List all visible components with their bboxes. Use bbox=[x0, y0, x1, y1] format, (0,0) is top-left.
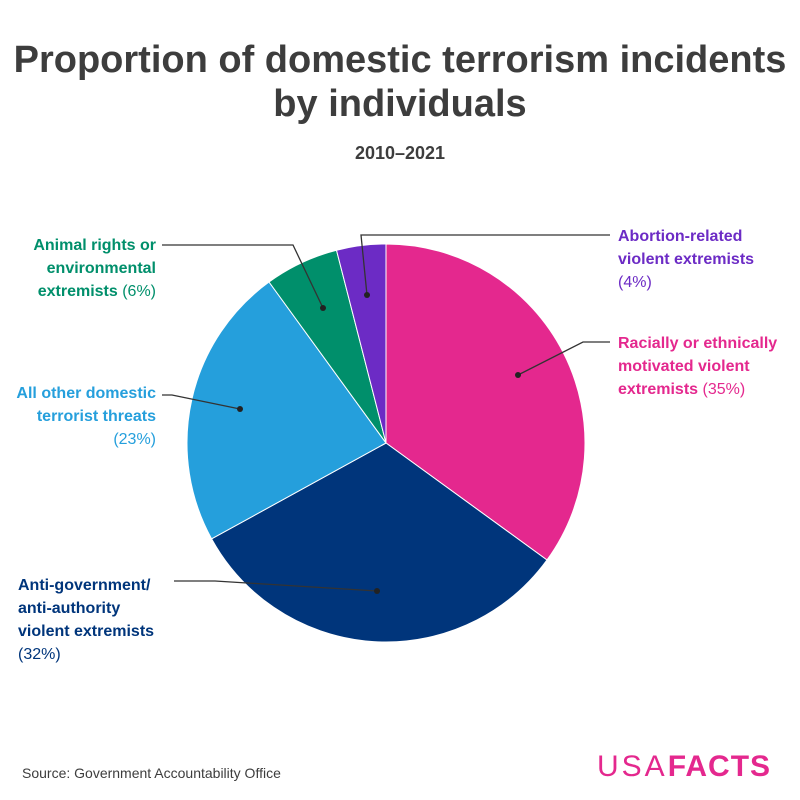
chart-title: Proportion of domestic terrorism inciden… bbox=[13, 39, 787, 125]
pie-slice bbox=[210, 442, 548, 643]
label-all-other: All other domestic terrorist threats (23%… bbox=[16, 385, 156, 448]
label-abortion: Abortion-related violent extremists (4%) bbox=[618, 228, 755, 291]
leader-dot bbox=[320, 305, 326, 311]
leader-line bbox=[360, 234, 610, 296]
leader-line bbox=[162, 244, 324, 309]
chart-subtitle: 2010–2021 bbox=[354, 143, 446, 163]
pie-slice bbox=[335, 243, 387, 444]
leader-dot bbox=[374, 588, 380, 594]
label-racially: Racially or ethnically motivated violent… bbox=[618, 335, 778, 398]
leader-dot bbox=[364, 292, 370, 298]
leader-line bbox=[162, 394, 241, 410]
label-animal-rights: Animal rights or environmental extremist… bbox=[33, 237, 156, 300]
leader-line bbox=[174, 580, 378, 592]
label-anti-government: Anti-government/ anti-authority violent … bbox=[18, 577, 155, 663]
leader-line bbox=[517, 341, 610, 376]
usafacts-logo: USAFACTS bbox=[597, 750, 772, 783]
leader-dot bbox=[237, 406, 243, 412]
leader-dot bbox=[515, 372, 521, 378]
source-note: Source: Government Accountability Office bbox=[22, 765, 281, 781]
